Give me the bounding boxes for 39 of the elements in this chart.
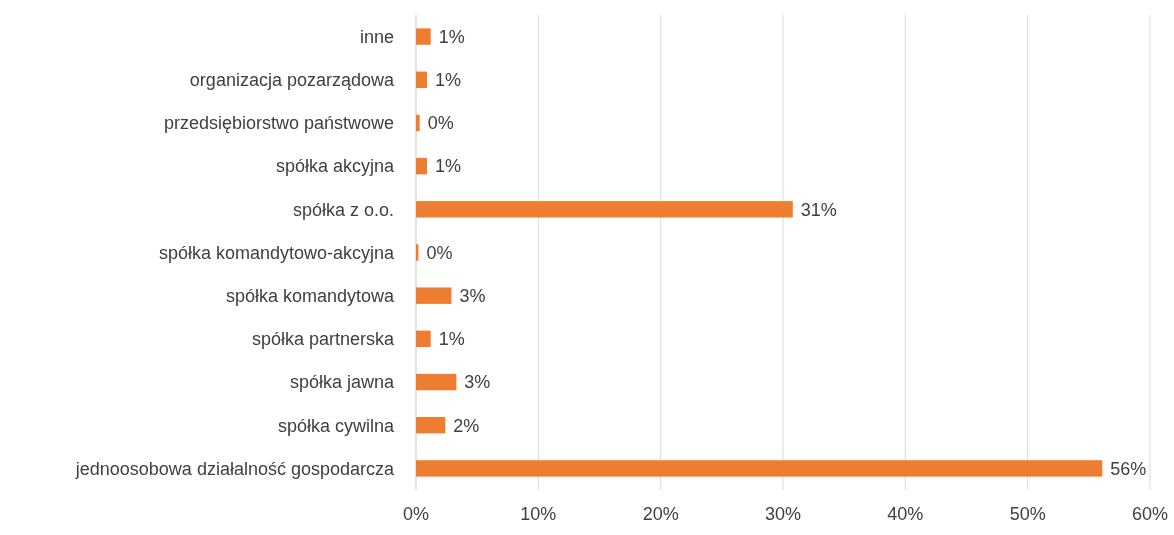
data-label: 1% bbox=[435, 70, 462, 91]
y-tick-label: spółka jawna bbox=[289, 372, 395, 393]
data-label: 56% bbox=[1110, 458, 1147, 479]
data-label: 0% bbox=[427, 113, 454, 134]
y-tick-label: jednoosobowa działalność gospodarcza bbox=[74, 458, 395, 479]
data-label: 0% bbox=[426, 242, 453, 263]
bar bbox=[416, 201, 793, 218]
y-tick-label: spółka komandytowo-akcyjna bbox=[158, 242, 395, 263]
x-tick-label: 60% bbox=[1131, 504, 1169, 524]
y-tick-label: spółka partnerska bbox=[251, 329, 395, 350]
x-tick-label: 30% bbox=[764, 504, 802, 524]
data-label: 1% bbox=[438, 26, 465, 47]
x-tick-label: 50% bbox=[1009, 504, 1046, 524]
bar bbox=[416, 287, 452, 304]
bar bbox=[416, 28, 431, 45]
x-tick-label: 40% bbox=[887, 504, 924, 524]
data-label: 1% bbox=[438, 329, 465, 350]
y-tick-label: inne bbox=[359, 26, 394, 47]
data-label: 2% bbox=[453, 415, 480, 436]
y-tick-label: spółka z o.o. bbox=[292, 199, 394, 220]
data-label: 3% bbox=[459, 285, 486, 306]
bar bbox=[416, 373, 457, 391]
y-tick-label: spółka komandytowa bbox=[225, 285, 395, 306]
y-tick-label: organizacja pozarządowa bbox=[189, 70, 395, 91]
bar bbox=[416, 157, 428, 175]
x-tick-label: 20% bbox=[642, 504, 679, 524]
bar bbox=[416, 114, 420, 132]
x-tick-label: 0% bbox=[402, 504, 430, 524]
x-tick-label: 10% bbox=[520, 504, 557, 524]
data-label: 3% bbox=[464, 372, 491, 393]
data-label: 31% bbox=[800, 199, 837, 220]
bar bbox=[416, 71, 428, 88]
data-label: 1% bbox=[435, 156, 462, 177]
y-tick-label: spółka akcyjna bbox=[275, 156, 395, 177]
bar bbox=[416, 330, 431, 348]
y-tick-label: przedsiębiorstwo państwowe bbox=[163, 113, 394, 134]
bar bbox=[416, 460, 1103, 477]
y-tick-label: spółka cywilna bbox=[277, 415, 395, 436]
bar bbox=[416, 417, 446, 434]
